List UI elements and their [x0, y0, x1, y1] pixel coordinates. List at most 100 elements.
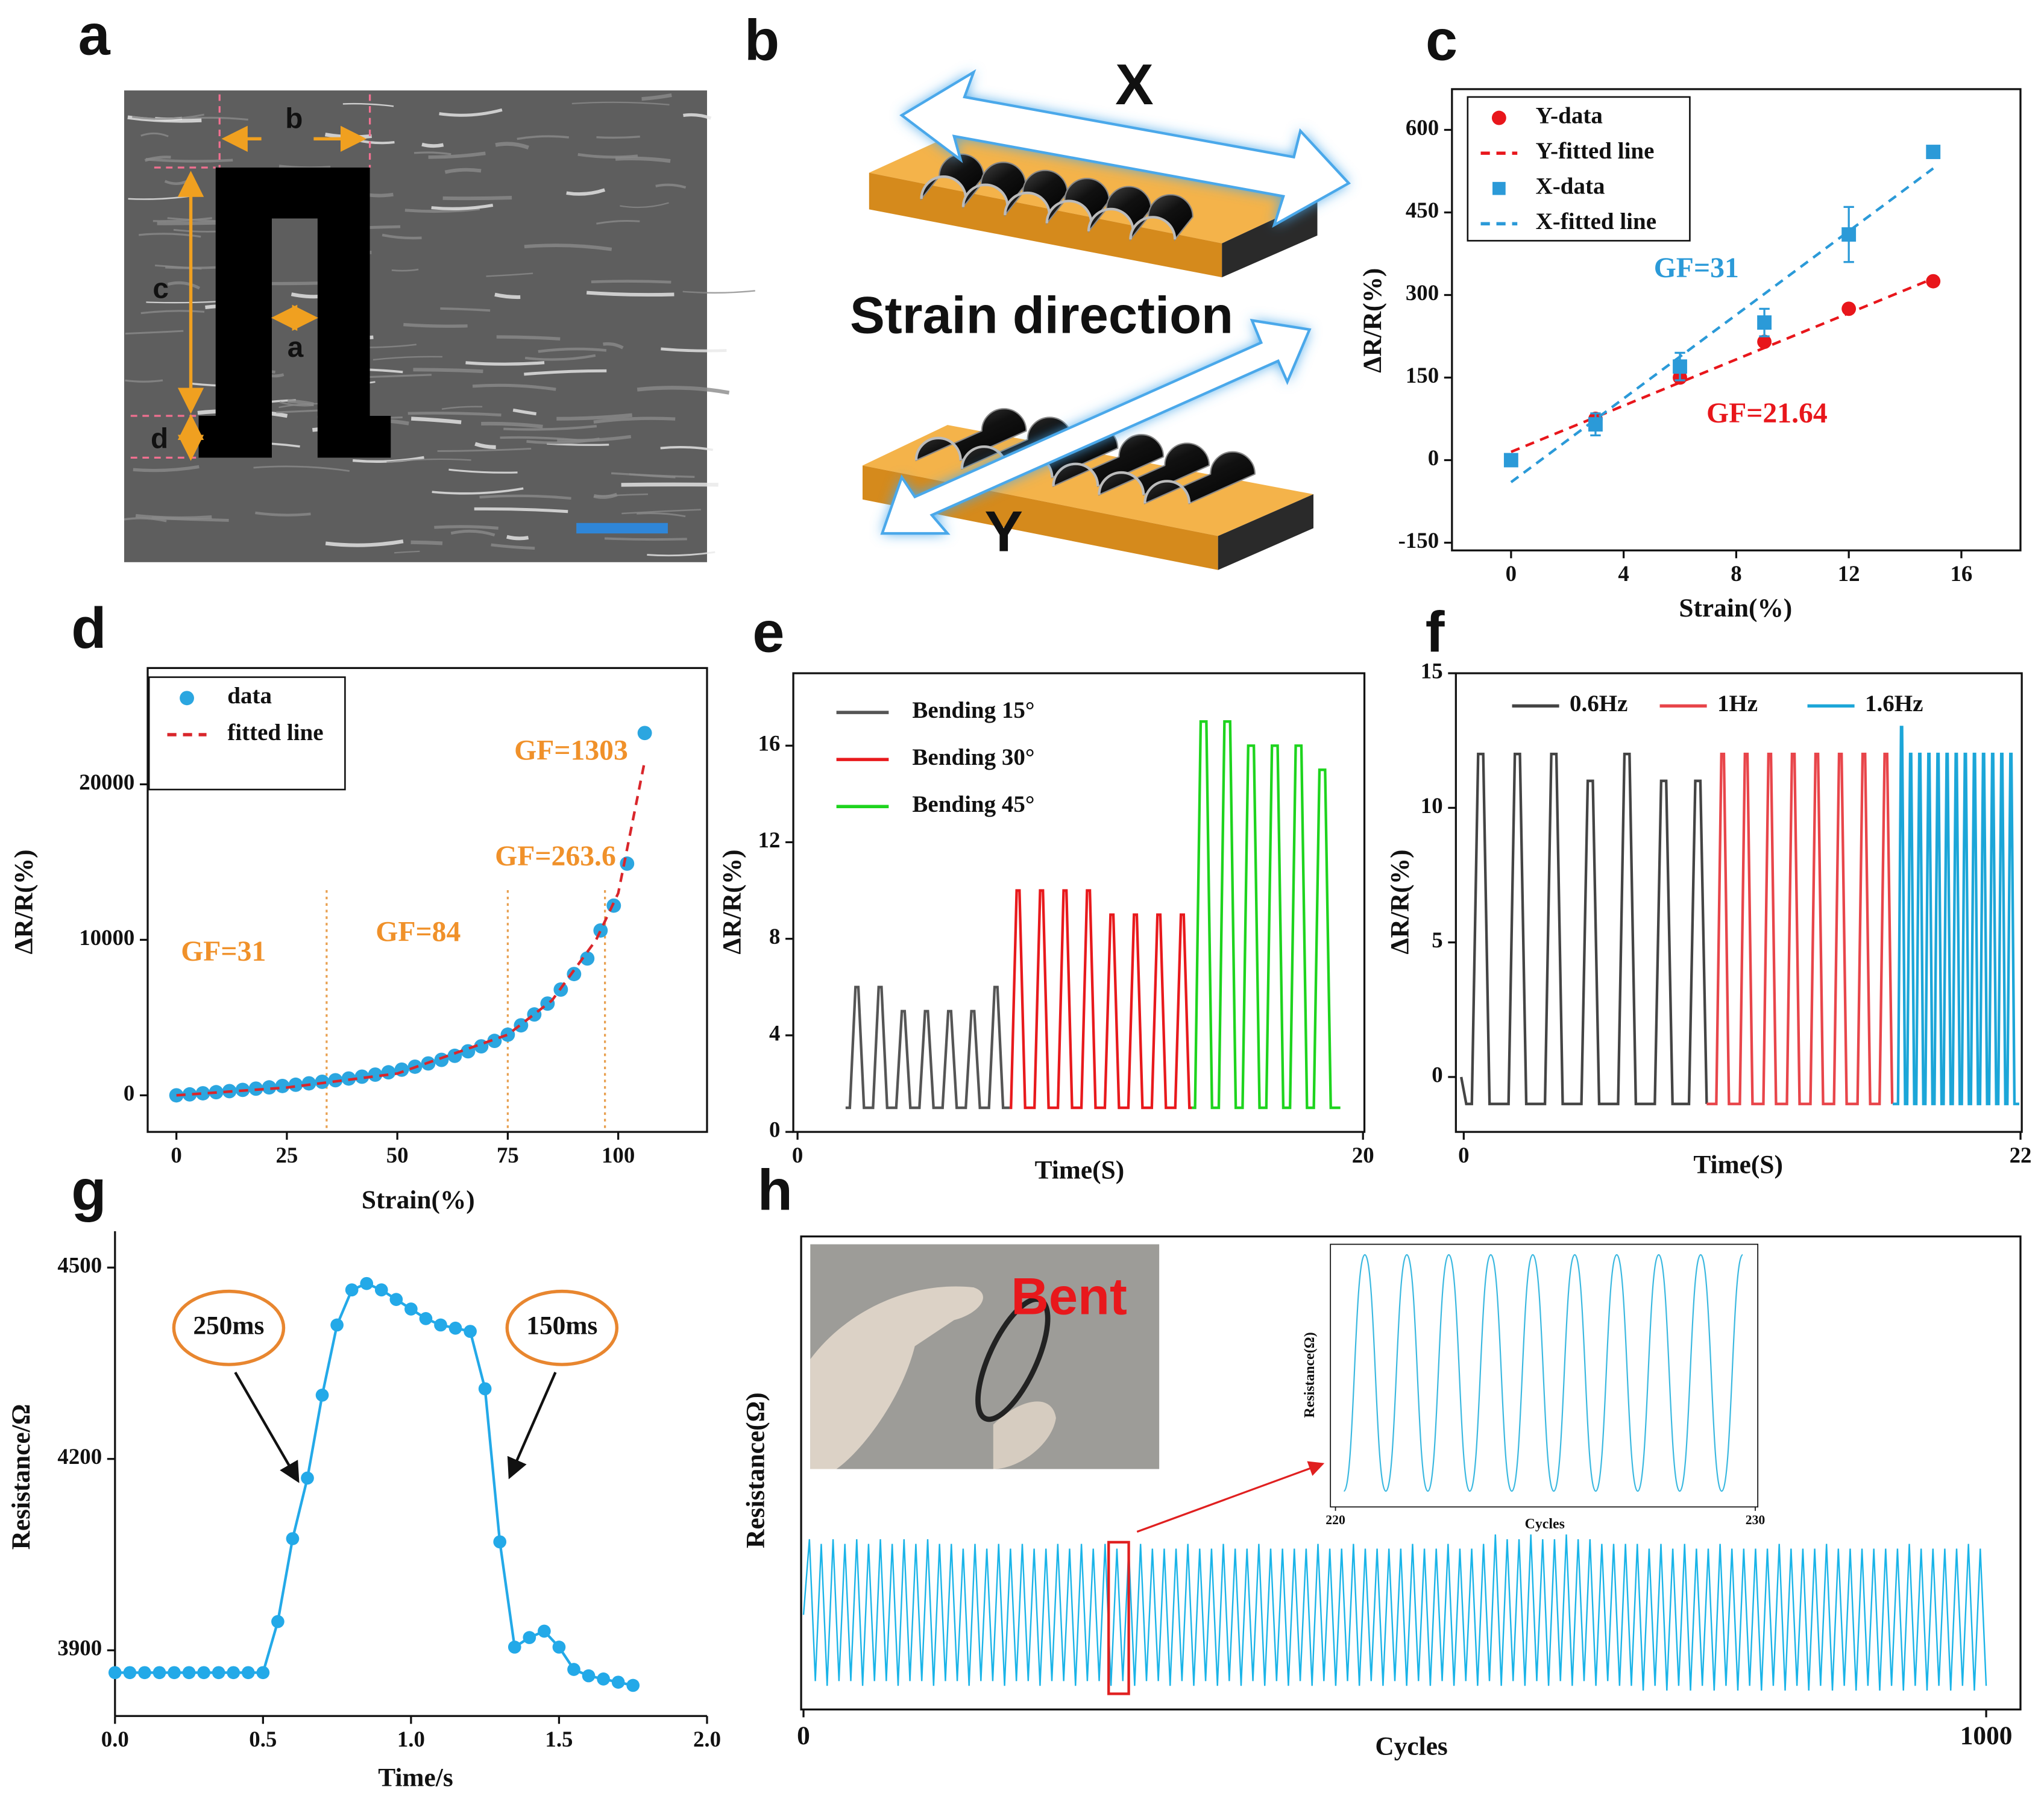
tube-end [1052, 462, 1099, 486]
chart: -150 0 150 300 450 600 0 4 8 12 16 Strain(%) ΔR/R(%)… [1358, 88, 2022, 623]
marker [197, 1666, 210, 1680]
x-tick-label: 100 [602, 1143, 635, 1167]
streak [596, 135, 640, 139]
streak [591, 280, 671, 284]
finger [993, 1401, 1056, 1469]
legend-label: Bending 15° [912, 697, 1034, 723]
marker [626, 1678, 640, 1692]
marker [138, 1666, 151, 1680]
streak [495, 142, 529, 150]
dimension-label: d [151, 423, 168, 455]
streak [410, 540, 443, 545]
annotation: 250ms [193, 1311, 264, 1340]
data-line [845, 985, 1010, 1110]
streak [637, 386, 730, 395]
streak [481, 421, 543, 429]
marker [404, 1302, 418, 1316]
streak [368, 192, 394, 198]
marker [123, 1666, 137, 1680]
streak [655, 183, 687, 189]
panel-label: g [71, 1158, 106, 1222]
streak [325, 539, 404, 547]
inset-background [1330, 1244, 1758, 1507]
streak [404, 207, 480, 213]
x-axis-label: Strain(%) [362, 1185, 475, 1214]
streak [496, 335, 561, 341]
scale-bar [576, 523, 668, 534]
fitted-line [1511, 277, 1934, 453]
finger [810, 1286, 983, 1469]
streak [139, 233, 201, 238]
x-tick-label: 0 [1506, 561, 1517, 586]
chart: 3900 4200 4500 0.0 0.5 1.0 1.5 2.0 Time/s Resista… [7, 1231, 721, 1792]
streak [683, 113, 712, 120]
x-tick-label: 4 [1618, 561, 1629, 586]
arrow-y [880, 318, 1312, 535]
plot-frame [792, 672, 1366, 1133]
marker [286, 1532, 300, 1545]
panel-label: c [1426, 8, 1458, 72]
data-line [1192, 720, 1341, 1110]
x-tick-label: 0.5 [249, 1727, 277, 1751]
streak [661, 347, 727, 353]
marker [381, 1065, 396, 1080]
panel-label: d [71, 597, 106, 661]
streak [593, 416, 676, 424]
chart: 220 230 Cycles Resistance(Ω) [1302, 1243, 1765, 1532]
streak [407, 412, 502, 416]
y-axis-label: Resistance(Ω) [741, 1392, 770, 1548]
streak [382, 233, 422, 240]
inset: 220 230 Cycles Resistance(Ω) [1136, 1243, 1765, 1533]
streak [140, 132, 169, 137]
marker [256, 1666, 270, 1680]
streak [432, 487, 524, 495]
streak [503, 424, 597, 431]
y-tick-label: 0 [124, 1081, 134, 1105]
marker [620, 856, 635, 871]
marker [508, 1641, 521, 1654]
tube-end [1143, 480, 1191, 504]
annotation: GF=263.6 [495, 841, 616, 872]
tube-end [1045, 199, 1093, 224]
board-face [1222, 199, 1318, 278]
annotation: GF=21.64 [1706, 398, 1828, 429]
marker [108, 1666, 122, 1680]
sem-image: b c a d [124, 90, 755, 562]
streak [472, 383, 556, 391]
streak [145, 158, 233, 163]
x-tick-label: 0 [171, 1143, 181, 1167]
marker [1841, 227, 1857, 242]
annotation-arrow [234, 1371, 300, 1483]
chart: 0 4 8 12 16 0 20 Time(S) ΔR/R(%) Bending 15° Bendi… [717, 672, 1374, 1184]
streak [180, 116, 248, 121]
y-tick-label: -150 [1398, 528, 1439, 553]
streak [494, 292, 521, 300]
marker [611, 1675, 625, 1689]
streak [133, 465, 200, 473]
streak [434, 525, 498, 530]
marker [354, 1069, 369, 1084]
y-tick-label: 3900 [57, 1636, 102, 1660]
marker [182, 1087, 197, 1102]
annotation-arrow [507, 1372, 557, 1480]
streak [660, 445, 714, 451]
y-tick-label: 15 [1421, 659, 1443, 683]
legend-label: Y-fitted line [1536, 138, 1655, 164]
tube-end [1004, 191, 1051, 215]
streak [474, 507, 568, 513]
streak [566, 188, 606, 196]
marker [478, 1382, 492, 1396]
marker [580, 951, 595, 966]
streak [125, 330, 184, 335]
streak [641, 93, 672, 101]
chart: 0 5 10 15 0 22 Time(S) ΔR/R(%) 0.6Hz 1Hz 1.6Hz [1385, 659, 2031, 1179]
streak [255, 511, 311, 517]
legend-symbol [1492, 181, 1506, 195]
streak [465, 361, 545, 366]
marker [637, 726, 652, 741]
marker [182, 1666, 196, 1680]
y-tick-label: 0 [1428, 445, 1439, 470]
x-axis-label: Time(S) [1035, 1155, 1125, 1184]
annotation: GF=31 [1654, 253, 1739, 284]
